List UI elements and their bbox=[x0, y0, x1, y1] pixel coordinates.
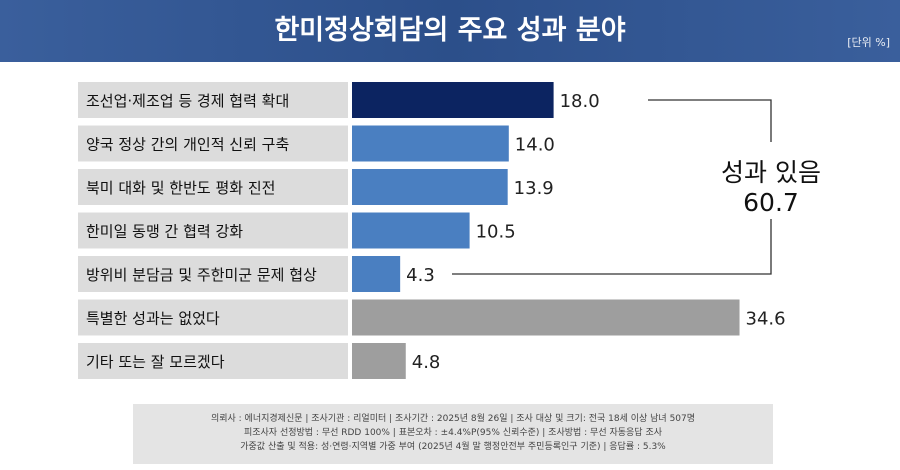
value-label: 10.5 bbox=[476, 222, 516, 243]
category-label-box bbox=[78, 82, 348, 118]
bar-chart: 조선업·제조업 등 경제 협력 확대 18.0 양국 정상 간의 개인적 신뢰 구축… bbox=[78, 82, 821, 379]
value-label: 4.3 bbox=[406, 265, 435, 286]
footnote-line-1: 의뢰사 : 에너지경제신문 | 조사기관 : 리얼미터 | 조사기간 : 202… bbox=[210, 414, 696, 424]
value-label: 14.0 bbox=[515, 135, 555, 156]
survey-footnote: 의뢰사 : 에너지경제신문 | 조사기관 : 리얼미터 | 조사기간 : 202… bbox=[133, 404, 773, 464]
value-label: 13.9 bbox=[514, 178, 554, 199]
category-label: 특별한 성과는 없었다 bbox=[86, 310, 220, 328]
value-label: 18.0 bbox=[560, 91, 600, 112]
annotation-bracket-bottom bbox=[452, 219, 772, 275]
footnote-line-2: 피조사자 선정방법 : 무선 RDD 100% | 표본오차 : ±4.4%P(… bbox=[243, 428, 663, 438]
category-label: 양국 정상 간의 개인적 신뢰 구축 bbox=[86, 136, 289, 154]
category-label-box bbox=[78, 125, 348, 162]
annotation-label: 성과 있음 bbox=[721, 158, 821, 187]
footnote-line-3: 가중값 산출 및 적용: 성·연령·지역별 가중 부여 (2025년 4월 말 … bbox=[240, 442, 666, 452]
annotation-bracket-top bbox=[648, 99, 772, 142]
category-label-box bbox=[78, 299, 348, 336]
bar bbox=[352, 343, 406, 379]
bar bbox=[352, 299, 740, 336]
category-label: 방위비 분담금 및 주한미군 문제 협상 bbox=[86, 266, 317, 284]
category-label: 북미 대화 및 한반도 평화 진전 bbox=[86, 179, 275, 197]
category-label-box bbox=[78, 212, 348, 249]
bar bbox=[352, 125, 509, 162]
category-label: 기타 또는 잘 모르겠다 bbox=[86, 353, 225, 371]
category-label-box bbox=[78, 343, 348, 379]
bar bbox=[352, 169, 508, 205]
value-label: 34.6 bbox=[746, 309, 786, 330]
category-label-box bbox=[78, 256, 348, 292]
category-label: 조선업·제조업 등 경제 협력 확대 bbox=[86, 92, 289, 110]
bar bbox=[352, 256, 401, 292]
annotation-value: 60.7 bbox=[743, 188, 799, 217]
bar bbox=[352, 82, 554, 118]
category-label-box bbox=[78, 169, 348, 205]
title-banner bbox=[0, 0, 900, 62]
category-label: 한미일 동맹 간 협력 강화 bbox=[86, 223, 243, 241]
bar bbox=[352, 212, 470, 249]
page-title: 한미정상회담의 주요 성과 분야 bbox=[274, 15, 626, 46]
unit-label: [단위 %] bbox=[847, 36, 890, 49]
value-label: 4.8 bbox=[412, 352, 441, 373]
